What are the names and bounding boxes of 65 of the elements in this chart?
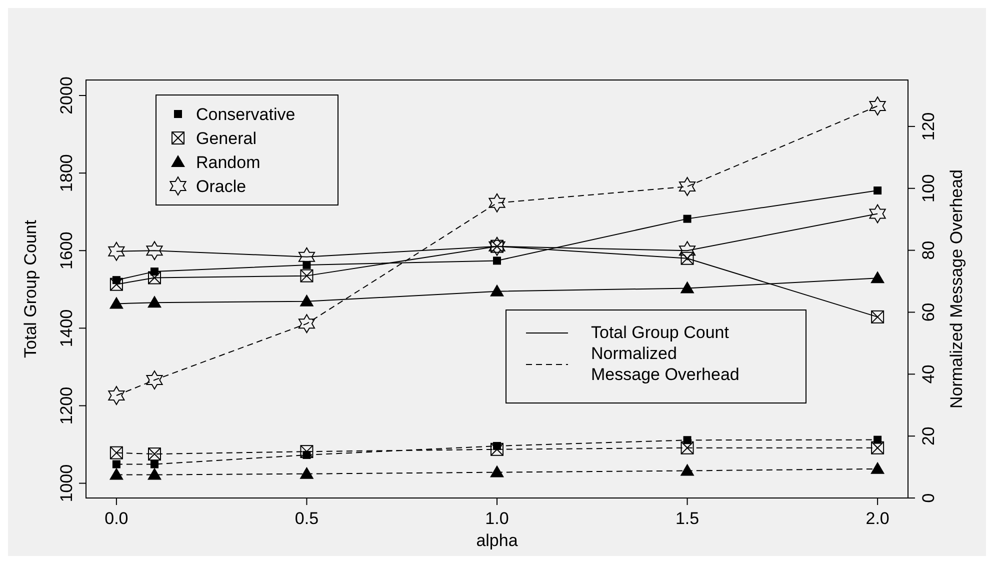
x-tick-label: 2.0 [866,509,890,528]
point [109,468,124,480]
point [146,241,163,260]
point [148,296,162,308]
legend-label: Oracle [196,177,246,196]
x-tick-label: 0.0 [104,509,128,528]
point [493,256,501,265]
x-tick-label: 1.5 [675,509,700,528]
x-axis-title: alpha [476,531,518,550]
point [490,465,504,478]
point [680,281,694,294]
point [300,294,314,306]
point [678,241,696,260]
point [108,242,125,261]
point [680,252,694,265]
legend-label: Random [196,153,260,172]
point [148,271,161,284]
y2-tick-label: 100 [919,174,938,203]
point [869,96,886,116]
legend-label: General [196,129,256,148]
y2-tick-label: 40 [919,364,938,384]
point [680,464,694,476]
point [870,271,885,284]
point [148,448,161,461]
point [874,186,882,195]
y-tick-label: 1000 [57,464,76,502]
y-tick-label: 1800 [57,154,76,192]
y-tick-label: 1200 [57,386,76,425]
y2-tick-label: 80 [919,240,938,260]
point [148,468,162,480]
point [869,204,886,224]
point [490,284,504,296]
point [110,278,123,291]
point [870,462,885,474]
legend-label: Conservative [196,105,296,124]
y2-tick-label: 60 [919,302,938,322]
point [146,370,163,390]
point [871,441,884,454]
y2-tick-label: 0 [919,493,938,503]
point [300,466,314,479]
point [300,445,314,458]
point [109,296,124,309]
annotation: Normalized Message Overhead [591,344,740,384]
point [300,269,314,282]
y-tick-label: 2000 [57,76,76,114]
y2-tick-label: 20 [919,426,938,446]
y2-axis-title: Normalized Message Overhead [947,169,966,409]
point [108,386,125,406]
y-tick-label: 1600 [57,232,76,270]
point [298,314,316,334]
point [871,310,884,324]
point [680,441,694,454]
point [683,214,692,223]
x-tick-label: 1.0 [485,509,509,528]
point [488,193,506,212]
point [112,460,120,468]
x-tick-label: 0.5 [294,509,319,528]
point [678,177,696,196]
y-axis-title: Total Group Count [21,220,40,358]
point [150,460,158,468]
y-tick-label: 1400 [57,309,76,348]
y2-tick-label: 120 [919,112,938,141]
annotation: Total Group Count [591,323,730,342]
point [110,446,123,460]
point [490,442,504,456]
